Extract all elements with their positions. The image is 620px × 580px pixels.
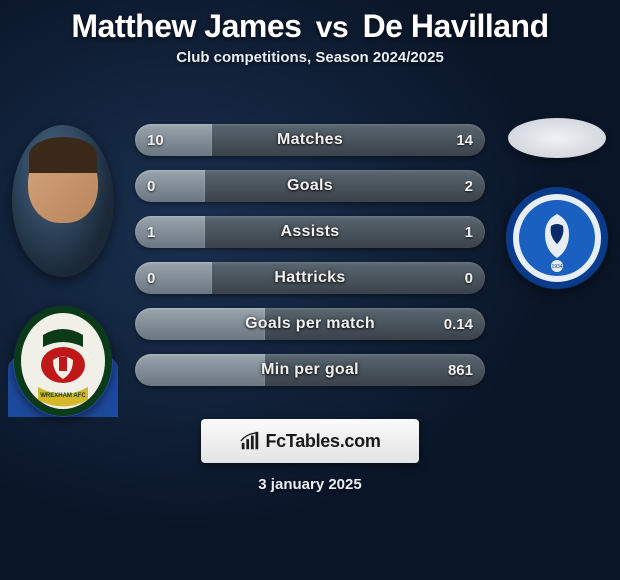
subtitle: Club competitions, Season 2024/2025: [0, 49, 620, 66]
stat-row: 0Hattricks0: [135, 262, 485, 294]
stat-value-right: 0.14: [444, 316, 473, 333]
source-badge-text: FcTables.com: [265, 431, 380, 452]
stat-value-right: 14: [456, 132, 473, 149]
right-column: 1934: [502, 118, 612, 290]
stat-label: Matches: [135, 131, 485, 149]
stat-value-right: 2: [465, 178, 473, 195]
stat-row: Goals per match0.14: [135, 308, 485, 340]
stat-value-right: 861: [448, 362, 473, 379]
comparison-card: Matthew James vs De Havilland Club compe…: [0, 0, 620, 580]
player-1-name: Matthew James: [71, 8, 301, 44]
page-title: Matthew James vs De Havilland: [0, 8, 620, 45]
stat-label: Hattricks: [135, 269, 485, 287]
stat-value-left: 0: [147, 270, 155, 287]
player-1-photo: [12, 125, 114, 277]
fctables-logo-icon: [239, 430, 261, 452]
stat-row: 0Goals2: [135, 170, 485, 202]
stat-label: Assists: [135, 223, 485, 241]
vs-separator: vs: [316, 11, 348, 44]
player-1-club-crest: WREXHAM AFC: [13, 305, 113, 417]
stat-value-right: 0: [465, 270, 473, 287]
svg-text:WREXHAM AFC: WREXHAM AFC: [40, 393, 86, 399]
source-badge: FcTables.com: [201, 419, 419, 463]
date-label: 3 january 2025: [0, 476, 620, 493]
stat-value-right: 1: [465, 224, 473, 241]
stat-label: Goals per match: [135, 315, 485, 333]
stat-row: 10Matches14: [135, 124, 485, 156]
stat-label: Min per goal: [135, 361, 485, 379]
left-column: WREXHAM AFC: [8, 125, 118, 417]
stat-value-left: 10: [147, 132, 164, 149]
stat-value-left: 1: [147, 224, 155, 241]
player-2-photo-placeholder: [508, 118, 606, 158]
stats-list: 10Matches140Goals21Assists10Hattricks0Go…: [135, 124, 485, 386]
stat-row: Min per goal861: [135, 354, 485, 386]
player-2-name: De Havilland: [363, 8, 549, 44]
svg-text:1934: 1934: [551, 264, 562, 270]
player-2-club-crest: 1934: [505, 186, 609, 290]
stat-row: 1Assists1: [135, 216, 485, 248]
stat-value-left: 0: [147, 178, 155, 195]
stat-label: Goals: [135, 177, 485, 195]
